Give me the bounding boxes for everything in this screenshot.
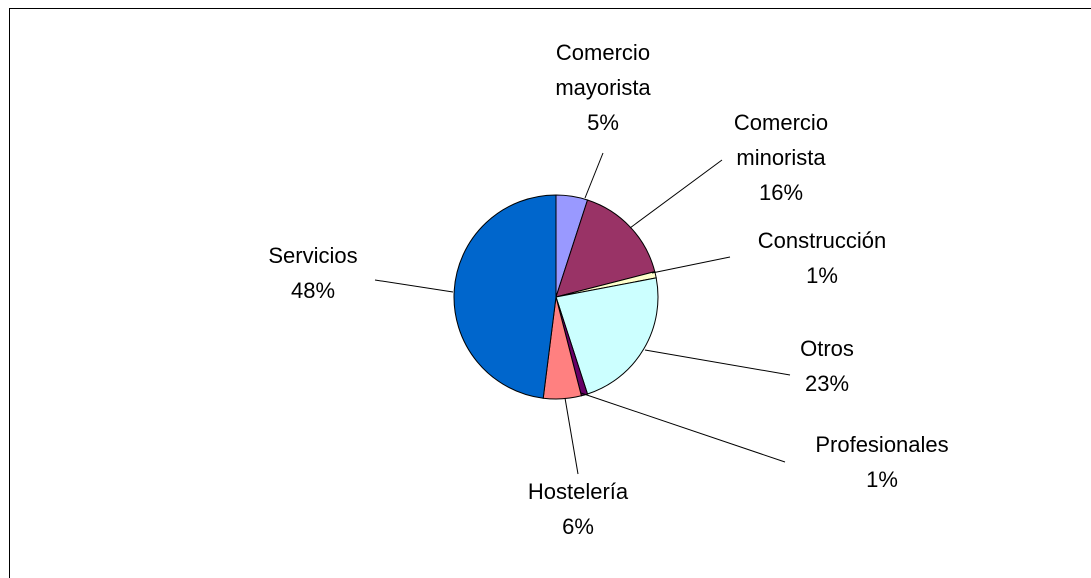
slice-label: Hostelería 6% (503, 474, 653, 544)
pie-slice (555, 277, 659, 395)
pie-slice (453, 194, 557, 399)
slice-label: Construcción 1% (727, 223, 917, 293)
value-label: 6% (562, 514, 594, 539)
value-label: 5% (587, 110, 619, 135)
value-label: 23% (804, 371, 850, 396)
slice-label: Servicios 48% (238, 238, 388, 308)
slice-label: Comercio mayorista 5% (533, 35, 673, 140)
leader-line (374, 279, 454, 293)
category-label: Construcción (757, 228, 887, 253)
category-label: Profesionales (815, 432, 949, 457)
category-label: Comercio minorista (733, 110, 829, 170)
category-label: Hostelería (527, 479, 629, 504)
category-label: Otros (800, 336, 854, 361)
category-label: Comercio mayorista (555, 40, 651, 100)
leader-line (629, 159, 723, 229)
category-label: Servicios (268, 243, 358, 268)
leader-line (564, 397, 579, 475)
value-label: 16% (758, 180, 804, 205)
leader-line (651, 256, 731, 274)
leader-line (577, 391, 786, 463)
slice-label: Profesionales 1% (787, 427, 977, 497)
leader-line (584, 152, 604, 199)
frame (9, 8, 1091, 578)
value-label: 48% (290, 278, 336, 303)
slice-label: Comercio minorista 16% (706, 105, 856, 210)
slice-label: Otros 23% (767, 331, 887, 401)
leader-line (644, 349, 791, 376)
value-label: 1% (806, 263, 838, 288)
value-label: 1% (866, 467, 898, 492)
